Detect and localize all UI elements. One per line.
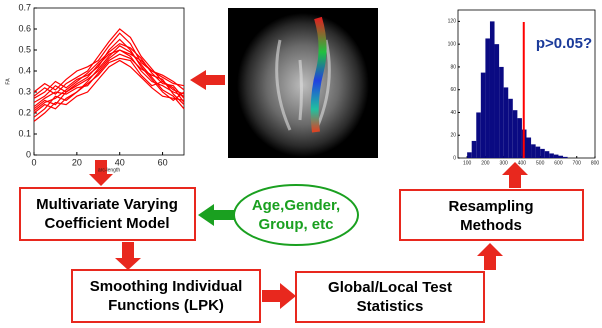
y-tick-label: 100 (448, 41, 457, 47)
bar (485, 38, 490, 158)
node-label: Global/Local Test (328, 279, 452, 296)
bar (490, 21, 495, 158)
node-label: Age,Gender, (252, 197, 340, 214)
bar (563, 157, 568, 158)
x-tick-label: 0 (31, 157, 36, 167)
fa-curve (34, 40, 184, 101)
diagram: Multivariate Varying Coefficient Model A… (0, 0, 602, 328)
bar (467, 152, 472, 158)
annotation: p>0.05? (536, 35, 592, 52)
x-tick-label: 100 (463, 160, 472, 166)
bar (472, 141, 477, 158)
node-label: Methods (460, 217, 522, 234)
node-label: Multivariate Varying (36, 196, 178, 213)
bar (517, 118, 522, 158)
y-tick-label: 40 (450, 110, 456, 116)
fa-plot: 0 0.1 0.2 0.3 0.4 0.5 0.6 0.7 0 20 40 60 arc-length F… (5, 2, 184, 173)
y-tick-label: 20 (450, 133, 456, 139)
x-axis-label: arc-length (98, 167, 120, 173)
y-tick-label: 0 (453, 155, 456, 161)
x-tick-label: 500 (536, 160, 545, 166)
node-label: Resampling (448, 198, 533, 215)
y-tick-label: 0.3 (18, 86, 31, 96)
x-tick-label: 300 (499, 160, 508, 166)
bar (495, 44, 500, 158)
bar (536, 147, 541, 158)
x-tick-label: 800 (591, 160, 600, 166)
node-label: Functions (LPK) (108, 297, 224, 314)
y-tick-label: 0.7 (18, 2, 31, 12)
y-axis-label: FA (5, 78, 11, 85)
x-tick-label: 600 (554, 160, 563, 166)
x-tick-label: 200 (481, 160, 490, 166)
bar (476, 112, 481, 158)
y-tick-label: 0.4 (18, 65, 31, 75)
histogram: 0 20 40 60 80 100 120 100 200 300 400 500 600 700 800 p… (448, 10, 600, 166)
bar (499, 67, 504, 158)
y-tick-label: 120 (448, 19, 457, 25)
y-tick-label: 0 (26, 149, 31, 159)
bar (508, 99, 513, 158)
bar (513, 110, 518, 158)
node-label: Group, etc (258, 216, 333, 233)
x-tick-label: 40 (115, 157, 125, 167)
y-tick-label: 0.6 (18, 23, 31, 33)
y-tick-label: 0.5 (18, 44, 31, 54)
y-tick-label: 60 (450, 87, 456, 93)
bar (558, 156, 563, 158)
x-tick-label: 60 (158, 157, 168, 167)
bar (549, 153, 554, 158)
bar (545, 151, 550, 158)
bar (481, 73, 486, 158)
bar (540, 149, 545, 158)
node-label: Statistics (357, 298, 424, 315)
x-tick-label: 700 (573, 160, 582, 166)
y-tick-label: 80 (450, 64, 456, 70)
bar (554, 155, 559, 158)
bar (531, 144, 536, 158)
bar (504, 87, 509, 158)
node-label: Coefficient Model (44, 215, 169, 232)
x-tick-label: 20 (72, 157, 82, 167)
node-label: Smoothing Individual (90, 278, 243, 295)
x-tick-label: 400 (518, 160, 527, 166)
brain-image (228, 8, 378, 158)
y-tick-label: 0.2 (18, 107, 31, 117)
y-tick-label: 0.1 (18, 128, 31, 138)
bar (527, 138, 532, 158)
